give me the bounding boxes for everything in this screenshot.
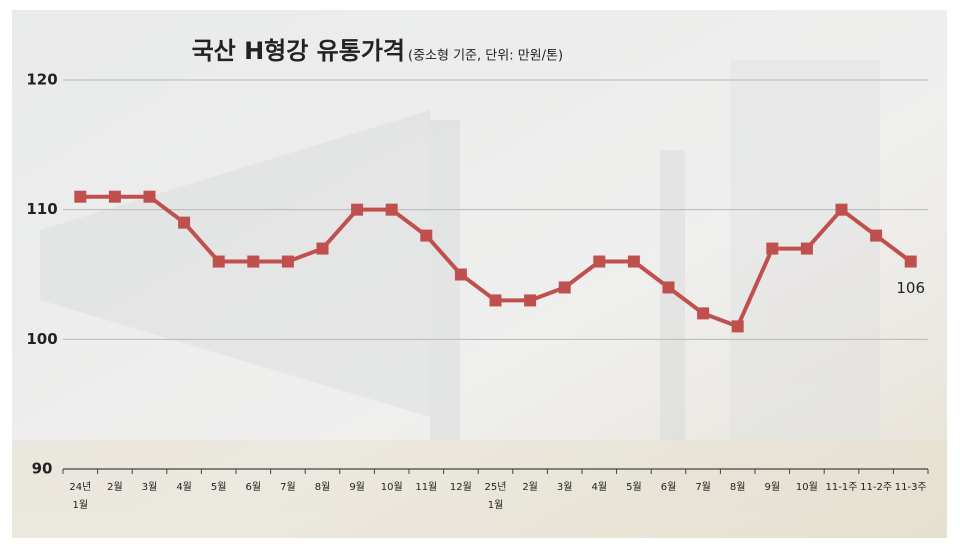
data-marker	[385, 203, 398, 216]
data-label: 106	[896, 279, 925, 297]
x-tick-label: 9월	[349, 481, 365, 493]
data-marker	[870, 229, 883, 242]
y-tick-label: 90	[32, 460, 53, 478]
x-tick-label: 11-2주	[860, 482, 892, 493]
data-marker	[247, 255, 260, 268]
data-marker	[489, 294, 502, 307]
data-marker	[593, 255, 606, 268]
data-marker	[524, 294, 537, 307]
data-marker	[558, 281, 571, 294]
data-marker	[143, 190, 156, 203]
x-tick-label: 11-1주	[826, 482, 858, 493]
x-tick-label: 3월	[557, 481, 573, 493]
x-tick-label: 6월	[661, 481, 677, 493]
x-tick-label: 4월	[176, 481, 192, 493]
data-marker	[420, 229, 433, 242]
x-tick-label: 5월	[626, 481, 642, 493]
chart-subtitle: (중소형 기준, 단위: 만원/톤)	[408, 49, 563, 64]
data-marker	[800, 242, 813, 255]
background-beams	[12, 60, 947, 538]
data-marker	[627, 255, 640, 268]
data-marker	[74, 190, 87, 203]
x-tick-label: 6월	[246, 481, 262, 493]
data-marker	[351, 203, 364, 216]
x-tick-label: 9월	[765, 481, 781, 493]
background	[12, 10, 947, 538]
data-marker	[178, 216, 191, 229]
x-tick-label: 2월	[107, 481, 123, 493]
x-tick-label: 7월	[695, 481, 711, 493]
data-marker	[662, 281, 675, 294]
data-marker	[904, 255, 917, 268]
data-marker	[766, 242, 779, 255]
data-marker	[697, 307, 710, 320]
x-tick-label: 25년 1월	[485, 481, 507, 511]
data-marker	[212, 255, 225, 268]
y-tick-label: 120	[26, 71, 57, 89]
x-tick-label: 10월	[796, 481, 818, 493]
x-tick-label: 3월	[142, 481, 158, 493]
x-tick-label: 10월	[381, 481, 403, 493]
x-tick-label: 8월	[730, 481, 746, 493]
x-tick-label: 12월	[450, 481, 472, 493]
data-marker	[316, 242, 329, 255]
x-tick-label: 2월	[522, 481, 538, 493]
data-marker	[731, 320, 744, 333]
data-marker	[454, 268, 467, 281]
x-tick-label: 5월	[211, 481, 227, 493]
y-tick-label: 100	[26, 330, 57, 348]
data-marker	[281, 255, 294, 268]
data-marker	[108, 190, 121, 203]
y-tick-label: 110	[26, 200, 57, 218]
x-tick-label: 11-3주	[895, 482, 927, 493]
x-tick-label: 4월	[592, 481, 608, 493]
x-tick-label: 11월	[415, 481, 437, 493]
x-tick-label: 7월	[280, 481, 296, 493]
x-tick-label: 24년 1월	[69, 481, 91, 511]
x-tick-label: 8월	[315, 481, 331, 493]
chart-title: 국산 H형강 유통가격	[192, 37, 405, 65]
data-marker	[835, 203, 848, 216]
